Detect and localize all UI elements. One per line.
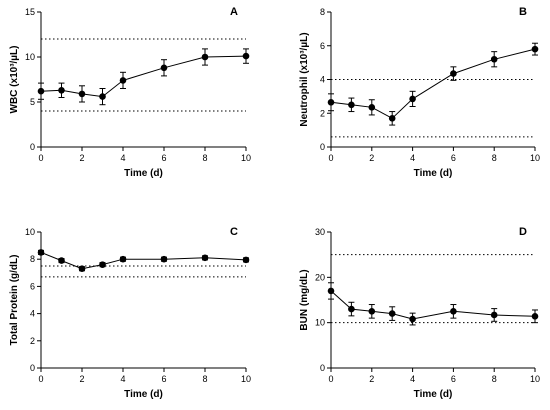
x-tick-label: 8 bbox=[202, 374, 207, 384]
y-tick-label: 0 bbox=[30, 142, 35, 152]
data-point bbox=[37, 249, 45, 256]
data-point bbox=[78, 265, 86, 273]
x-tick-label: 2 bbox=[369, 153, 374, 163]
data-point bbox=[368, 308, 376, 315]
x-tick-label: 6 bbox=[161, 374, 166, 384]
data-point bbox=[348, 101, 355, 109]
data-point bbox=[119, 255, 127, 263]
panel-label: C bbox=[230, 226, 238, 238]
y-tick-label: 2 bbox=[320, 108, 325, 118]
x-tick-label: 2 bbox=[79, 153, 84, 163]
data-point bbox=[242, 52, 250, 60]
data-point bbox=[37, 87, 45, 95]
x-tick-label: 4 bbox=[120, 153, 125, 163]
data-point bbox=[348, 305, 355, 313]
y-tick-label: 10 bbox=[25, 52, 35, 62]
data-point bbox=[450, 308, 457, 315]
data-point bbox=[242, 256, 250, 264]
x-tick-label: 10 bbox=[530, 374, 540, 384]
x-tick-label: 4 bbox=[410, 374, 415, 384]
data-point bbox=[327, 98, 335, 106]
data-point bbox=[78, 90, 86, 98]
x-tick-label: 10 bbox=[241, 153, 251, 163]
data-point bbox=[99, 93, 106, 100]
panel-label: D bbox=[519, 226, 527, 238]
data-point bbox=[409, 95, 416, 103]
y-tick-label: 4 bbox=[320, 75, 325, 85]
data-point bbox=[368, 104, 376, 111]
y-tick-label: 10 bbox=[25, 227, 35, 237]
y-axis-label: WBC (x10³/µL) bbox=[9, 46, 20, 114]
y-tick-label: 2 bbox=[30, 336, 35, 346]
data-point bbox=[490, 55, 498, 63]
x-axis-label: Time (d) bbox=[414, 389, 453, 400]
y-tick-label: 15 bbox=[25, 7, 35, 17]
x-tick-label: 10 bbox=[241, 374, 251, 384]
y-tick-label: 0 bbox=[320, 363, 325, 373]
x-axis-label: Time (d) bbox=[414, 168, 453, 179]
x-tick-label: 4 bbox=[120, 374, 125, 384]
data-point bbox=[490, 311, 498, 319]
x-axis-label: Time (d) bbox=[124, 168, 163, 179]
data-point bbox=[119, 77, 127, 84]
data-point bbox=[201, 254, 209, 262]
x-tick-label: 2 bbox=[79, 374, 84, 384]
x-tick-label: 0 bbox=[328, 153, 333, 163]
data-point bbox=[531, 313, 539, 320]
data-point bbox=[531, 45, 539, 53]
data-point bbox=[450, 70, 457, 77]
x-tick-label: 6 bbox=[161, 153, 166, 163]
x-tick-label: 6 bbox=[451, 153, 456, 163]
y-tick-label: 5 bbox=[30, 97, 35, 107]
y-tick-label: 6 bbox=[30, 281, 35, 291]
y-tick-label: 6 bbox=[320, 41, 325, 51]
x-tick-label: 0 bbox=[328, 374, 333, 384]
y-tick-label: 20 bbox=[315, 272, 325, 282]
data-point bbox=[201, 53, 209, 61]
panel-b: 0 2 4 6 8 0 2 4 6 8 10 B Time (d) Neutrophil (x10³/µL… bbox=[299, 6, 540, 179]
data-point bbox=[388, 310, 396, 317]
y-tick-label: 10 bbox=[315, 318, 325, 328]
x-tick-label: 0 bbox=[38, 374, 43, 384]
data-point bbox=[58, 257, 65, 264]
x-axis-label: Time (d) bbox=[124, 389, 163, 400]
panel-a: 0 5 10 15 0 2 4 6 8 10 A Time (d) WBC (x10³/µL) bbox=[9, 6, 251, 179]
data-point bbox=[409, 315, 416, 323]
x-tick-label: 8 bbox=[492, 374, 497, 384]
y-tick-label: 8 bbox=[30, 254, 35, 264]
y-axis-label: Total Protein (g/dL) bbox=[9, 255, 20, 346]
data-point bbox=[160, 255, 168, 263]
x-tick-label: 6 bbox=[451, 374, 456, 384]
panel-label: B bbox=[519, 6, 527, 18]
data-point bbox=[327, 287, 335, 295]
series-line bbox=[330, 290, 536, 320]
data-point bbox=[160, 64, 168, 72]
panel-label: A bbox=[230, 6, 238, 18]
x-tick-label: 0 bbox=[38, 153, 43, 163]
y-tick-label: 4 bbox=[30, 309, 35, 319]
y-axis-label: BUN (mg/dL) bbox=[299, 269, 310, 330]
x-tick-label: 8 bbox=[202, 153, 207, 163]
x-tick-label: 8 bbox=[492, 153, 497, 163]
y-tick-label: 30 bbox=[315, 227, 325, 237]
series-line bbox=[330, 48, 536, 119]
panel-d: 0 10 20 30 0 2 4 6 8 10 D Time (d) BUN (mg/dL) bbox=[299, 226, 540, 400]
data-point bbox=[58, 87, 65, 94]
y-tick-label: 0 bbox=[30, 363, 35, 373]
series-line bbox=[40, 251, 247, 270]
panel-c: 0 2 4 6 8 10 0 2 4 6 8 10 C Time (d) Total Protein (g/… bbox=[9, 226, 251, 400]
x-tick-label: 4 bbox=[410, 153, 415, 163]
y-tick-label: 0 bbox=[320, 142, 325, 152]
data-point bbox=[388, 115, 396, 122]
series-line bbox=[40, 55, 247, 98]
data-point bbox=[99, 261, 106, 268]
y-tick-label: 8 bbox=[320, 7, 325, 17]
y-axis-label: Neutrophil (x10³/µL) bbox=[299, 32, 310, 126]
x-tick-label: 2 bbox=[369, 374, 374, 384]
x-tick-label: 10 bbox=[530, 153, 540, 163]
